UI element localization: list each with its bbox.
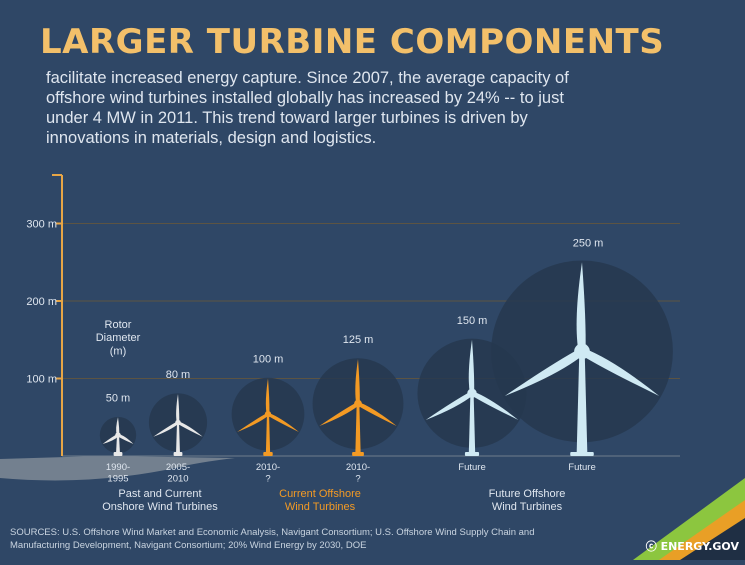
turbine-blade: [265, 378, 270, 415]
value-label: 125 m: [343, 334, 374, 346]
turbine-blade: [176, 393, 180, 423]
turbine-blade: [576, 262, 586, 352]
category-label: Future: [568, 462, 595, 473]
sources-text: SOURCES: U.S. Offshore Wind Market and E…: [10, 527, 535, 551]
turbine-blade: [102, 433, 119, 444]
value-label: 100 m: [253, 354, 284, 366]
turbine-tower: [265, 414, 271, 454]
turbine-tower: [116, 435, 120, 454]
turbine-blade: [357, 402, 397, 426]
category-label: 2005-2010: [166, 462, 190, 484]
page-title: LARGER TURBINE COMPONENTS: [40, 22, 665, 62]
ground-band: [0, 456, 235, 481]
turbine-tower: [176, 422, 180, 454]
turbine-blade: [355, 359, 360, 404]
logo-dark-shape: [680, 518, 745, 560]
y-axis-title: Rotor Diameter (m): [96, 319, 141, 357]
turbine-tower: [576, 351, 588, 454]
turbine-blade: [177, 421, 203, 437]
turbine-blade: [116, 417, 120, 436]
turbine-blade: [267, 412, 299, 432]
turbine-base: [352, 452, 364, 456]
energy-gov-logo: ⓒ ENERGY.GOV: [645, 540, 739, 553]
category-label: Future: [458, 462, 485, 473]
intro-paragraph: facilitate increased energy capture. Sin…: [46, 69, 569, 147]
turbines: [102, 262, 660, 456]
group-label: Future Offshore Wind Turbines: [489, 488, 566, 513]
turbine-base: [263, 452, 273, 456]
value-label: 150 m: [457, 315, 488, 327]
y-tick-label: 100 m: [26, 374, 57, 386]
turbine-base: [173, 452, 183, 456]
turbine-blade: [580, 348, 660, 396]
turbine-blade: [470, 391, 519, 420]
category-label: 2010-?: [346, 462, 370, 484]
turbine-hub: [467, 388, 477, 398]
category-label: 2010-?: [256, 462, 280, 484]
group-label: Current Offshore Wind Turbines: [279, 488, 361, 513]
turbine-hub: [354, 399, 362, 408]
turbine-base: [113, 452, 123, 456]
turbine-blade: [237, 412, 269, 432]
logo-corner: ⓒ ENERGY.GOV: [605, 470, 745, 560]
turbine-blade: [319, 402, 359, 426]
page-curl-graphic: [633, 478, 745, 560]
turbine-blade: [425, 391, 474, 420]
turbine-hub: [574, 343, 590, 360]
chart-labels: 100 m 200 m 300 m Rotor Diameter (m) 50 m 1990-…: [26, 219, 603, 514]
value-label: 50 m: [106, 392, 130, 404]
y-tick-label: 300 m: [26, 219, 57, 231]
turbine-base: [570, 452, 594, 456]
turbine-blade: [468, 339, 475, 394]
y-tick-label: 200 m: [26, 296, 57, 308]
value-label: 80 m: [166, 369, 190, 381]
logo-text: ENERGY.GOV: [660, 540, 739, 553]
turbine-tower: [355, 403, 361, 454]
turbine-hub: [264, 411, 272, 418]
turbine-tower: [468, 393, 476, 454]
turbine-blade: [153, 421, 179, 437]
turbine-blade: [117, 433, 134, 444]
turbine-blade: [504, 348, 584, 396]
group-label: Past and Current Onshore Wind Turbines: [102, 488, 218, 513]
turbine-base: [464, 452, 480, 456]
category-label: 1990-1995: [106, 462, 130, 484]
turbine-hub: [115, 432, 121, 438]
value-label: 250 m: [573, 237, 604, 249]
turbine-hub: [175, 419, 181, 426]
